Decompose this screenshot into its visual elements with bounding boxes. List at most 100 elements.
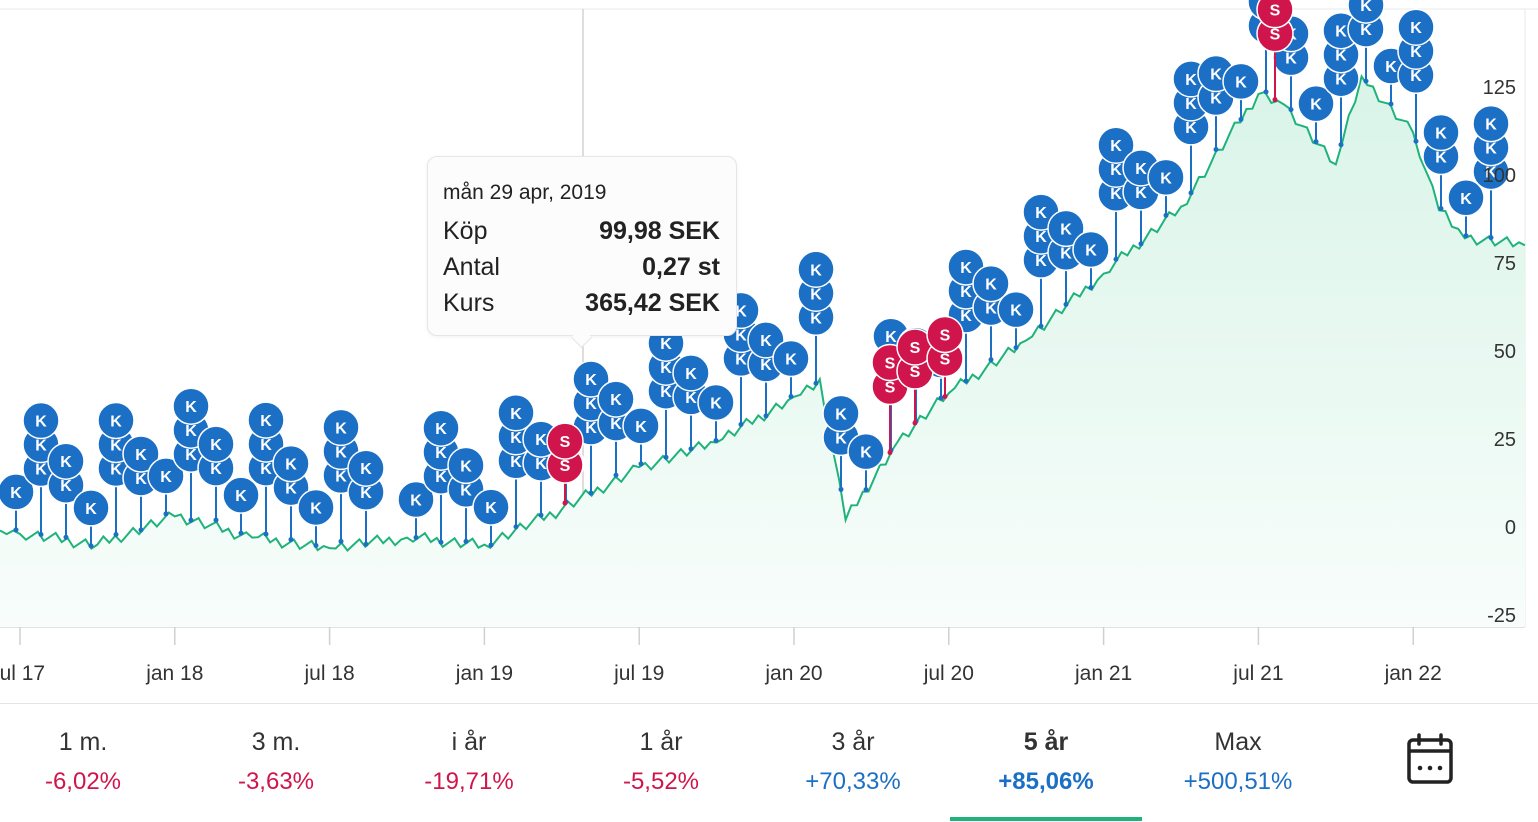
tooltip-row-price: Kurs 365,42 SEK: [443, 289, 720, 318]
buy-label: K: [860, 445, 872, 462]
buy-label: K: [1035, 229, 1047, 246]
buy-label: K: [1360, 0, 1372, 15]
period-ytd[interactable]: i år -19,71%: [373, 704, 565, 821]
y-tick-label: -25: [1487, 605, 1516, 627]
buy-label: K: [1335, 48, 1347, 65]
buy-bubble: [797, 250, 835, 289]
buy-marker: K: [1297, 84, 1335, 145]
buy-label: K: [1185, 120, 1197, 137]
marker-dot: [413, 535, 419, 541]
buy-label: K: [310, 500, 322, 517]
buy-bubble: [1422, 113, 1460, 152]
buy-label: K: [485, 500, 497, 517]
buy-label: K: [1385, 59, 1397, 76]
period-selector: 1 m. -6,02% 3 m. -3,63% i år -19,71% 1 å…: [0, 703, 1538, 822]
buy-label: K: [785, 352, 797, 369]
buy-label: K: [660, 384, 672, 401]
chart-svg[interactable]: KKKKKKKKKKKKKKKKKKKKKKKKKKKKKKKKKKKKKKKK…: [0, 0, 1538, 703]
marker-dot: [13, 527, 19, 533]
period-3y[interactable]: 3 år +70,33%: [757, 704, 949, 821]
marker-dot: [188, 517, 194, 523]
marker-dot: [113, 531, 119, 537]
buy-bubble: [172, 387, 210, 425]
x-tick-label: jan 19: [455, 662, 513, 685]
buy-label: K: [260, 461, 272, 478]
marker-dot: [1263, 89, 1269, 95]
buy-label: K: [1135, 161, 1147, 178]
y-tick-label: 25: [1494, 429, 1516, 451]
sell-label: S: [910, 340, 921, 357]
buy-label: K: [1485, 165, 1497, 182]
buy-bubble: [1047, 209, 1085, 248]
period-label: 1 m.: [58, 728, 108, 756]
buy-label: K: [835, 406, 847, 423]
buy-label: K: [760, 357, 772, 374]
period-max[interactable]: Max +500,51%: [1142, 704, 1334, 821]
buy-marker: K: [0, 473, 35, 533]
marker-dot: [1388, 101, 1394, 107]
marker-dot: [688, 446, 694, 452]
period-1y[interactable]: 1 år -5,52%: [565, 704, 757, 821]
x-tick-label: jul 21: [1232, 662, 1283, 685]
buy-marker: K: [697, 383, 735, 443]
buy-marker: KK: [347, 449, 385, 547]
buy-label: K: [585, 420, 597, 437]
buy-label: K: [585, 396, 597, 413]
buy-label: K: [110, 413, 122, 430]
period-5y[interactable]: 5 år +85,06%: [950, 704, 1142, 821]
buy-marker: K: [472, 488, 510, 548]
period-change: +70,33%: [805, 768, 901, 795]
marker-dot: [1213, 147, 1219, 153]
marker-dot: [38, 532, 44, 538]
marker-dot: [963, 378, 969, 384]
period-change: -19,71%: [424, 768, 514, 795]
buy-bubble: [72, 489, 110, 527]
tooltip-label: Köp: [443, 217, 488, 245]
period-3m[interactable]: 3 m. -3,63%: [180, 704, 372, 821]
y-tick-label: 50: [1494, 341, 1516, 363]
buy-label: K: [1060, 245, 1072, 262]
buy-marker: KK: [47, 442, 85, 540]
buy-bubble: [497, 394, 535, 432]
buy-label: K: [185, 399, 197, 416]
period-1m[interactable]: 1 m. -6,02%: [0, 704, 179, 821]
buy-label: K: [435, 445, 447, 462]
buy-bubble: [1222, 62, 1260, 101]
marker-dot: [713, 437, 719, 443]
period-label: i år: [451, 728, 487, 756]
buy-marker: KK: [447, 446, 485, 544]
buy-marker: K: [222, 476, 260, 536]
buy-label: K: [810, 262, 822, 279]
buy-marker: K: [622, 407, 660, 467]
buy-label: K: [585, 372, 597, 389]
buy-label: K: [510, 454, 522, 471]
buy-bubble: [97, 401, 135, 440]
buy-bubble: [1097, 126, 1135, 164]
buy-label: K: [1110, 186, 1122, 203]
buy-marker: KK: [597, 380, 635, 478]
series-line: [0, 73, 1526, 552]
buy-label: K: [885, 329, 897, 346]
marker-dot: [1063, 301, 1069, 307]
buy-label: K: [35, 414, 47, 431]
x-tick-label: jan 20: [764, 662, 822, 685]
marker-dot: [738, 421, 744, 427]
buy-label: K: [1185, 96, 1197, 113]
active-period-underline: [950, 817, 1142, 821]
tooltip-value: 365,42 SEK: [585, 289, 720, 317]
buy-marker: K: [397, 480, 435, 541]
buy-bubble: [322, 408, 360, 447]
buy-marker: KK: [1347, 0, 1385, 84]
buy-bubble: [397, 480, 435, 519]
buy-label: K: [1210, 91, 1222, 108]
buy-bubble: [47, 442, 85, 480]
buy-label: K: [135, 447, 147, 464]
marker-dot: [938, 395, 944, 401]
buy-label: K: [235, 488, 247, 505]
buy-label: K: [1110, 162, 1122, 179]
buy-bubble: [222, 476, 260, 514]
calendar-icon[interactable]: [1400, 732, 1460, 792]
marker-dot: [138, 527, 144, 533]
buy-label: K: [1310, 97, 1322, 114]
